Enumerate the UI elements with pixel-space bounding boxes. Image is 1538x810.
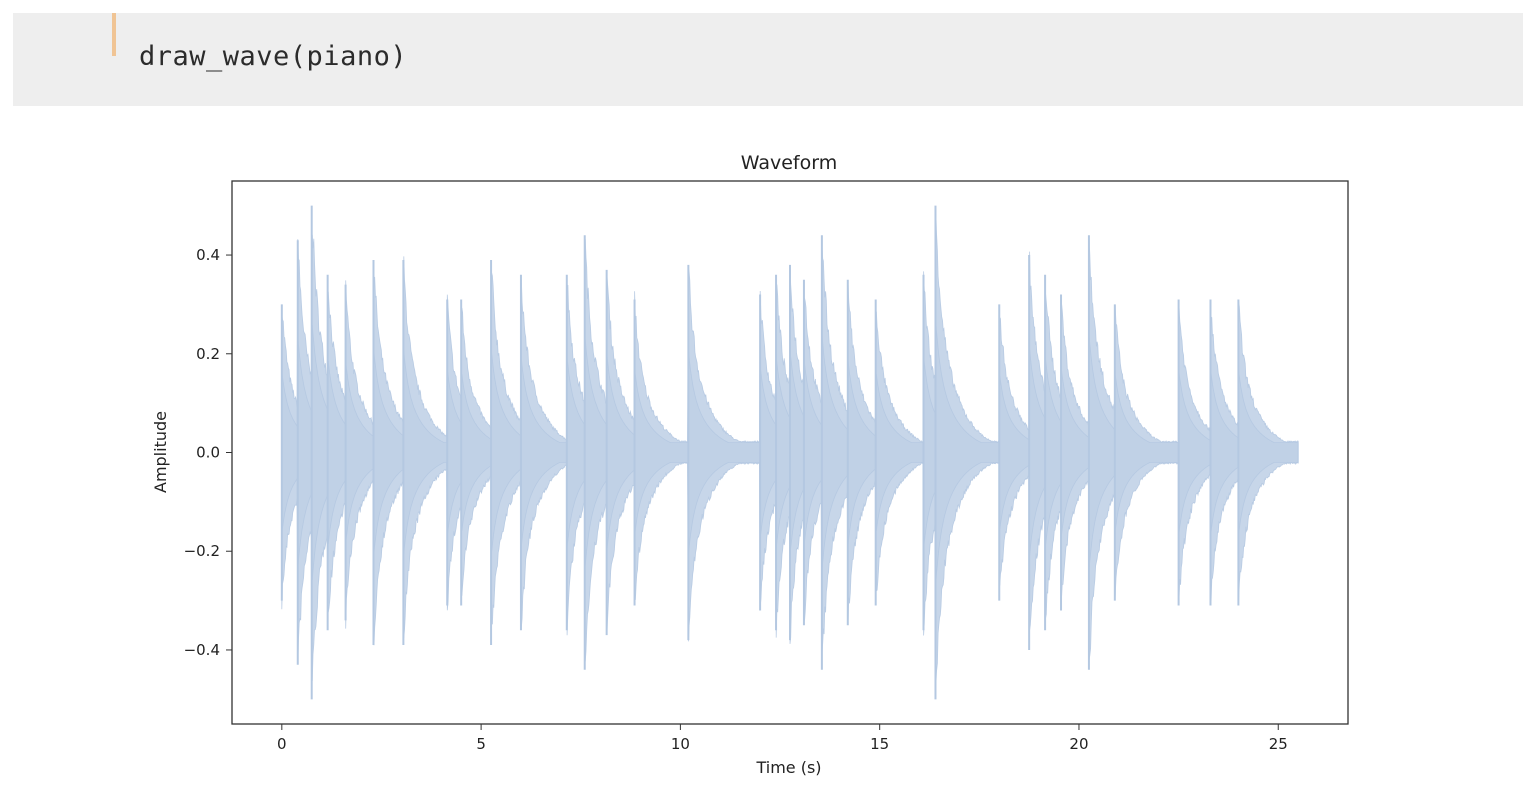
x-tick-label: 25 [1269, 735, 1288, 753]
y-tick-label: 0.4 [196, 246, 220, 264]
cell-focus-indicator [112, 13, 116, 56]
x-tick-label: 0 [277, 735, 287, 753]
y-axis-label: Amplitude [151, 411, 170, 493]
y-tick-label: 0.0 [196, 444, 220, 462]
plot-area [280, 205, 1299, 700]
code-input[interactable]: draw_wave(piano) [139, 41, 408, 72]
x-tick-label: 15 [870, 735, 889, 753]
waveform-svg: Waveform 0 5 10 15 20 25 0.4 0.2 0.0 −0.2 −0.4 Ti… [151, 152, 1349, 777]
x-tick-label: 5 [476, 735, 486, 753]
y-tick-label: 0.2 [196, 345, 220, 363]
y-tick-label: −0.2 [184, 542, 220, 560]
y-axis: 0.4 0.2 0.0 −0.2 −0.4 [184, 246, 232, 659]
x-tick-label: 10 [671, 735, 690, 753]
code-cell[interactable]: draw_wave(piano) [13, 13, 1523, 106]
chart-title: Waveform [741, 152, 837, 174]
waveform-chart: Waveform 0 5 10 15 20 25 0.4 0.2 0.0 −0.2 −0.4 Ti… [0, 130, 1538, 806]
x-axis-label: Time (s) [755, 758, 821, 777]
x-tick-label: 20 [1069, 735, 1088, 753]
y-tick-label: −0.4 [184, 641, 220, 659]
x-axis: 0 5 10 15 20 25 [277, 724, 1288, 753]
